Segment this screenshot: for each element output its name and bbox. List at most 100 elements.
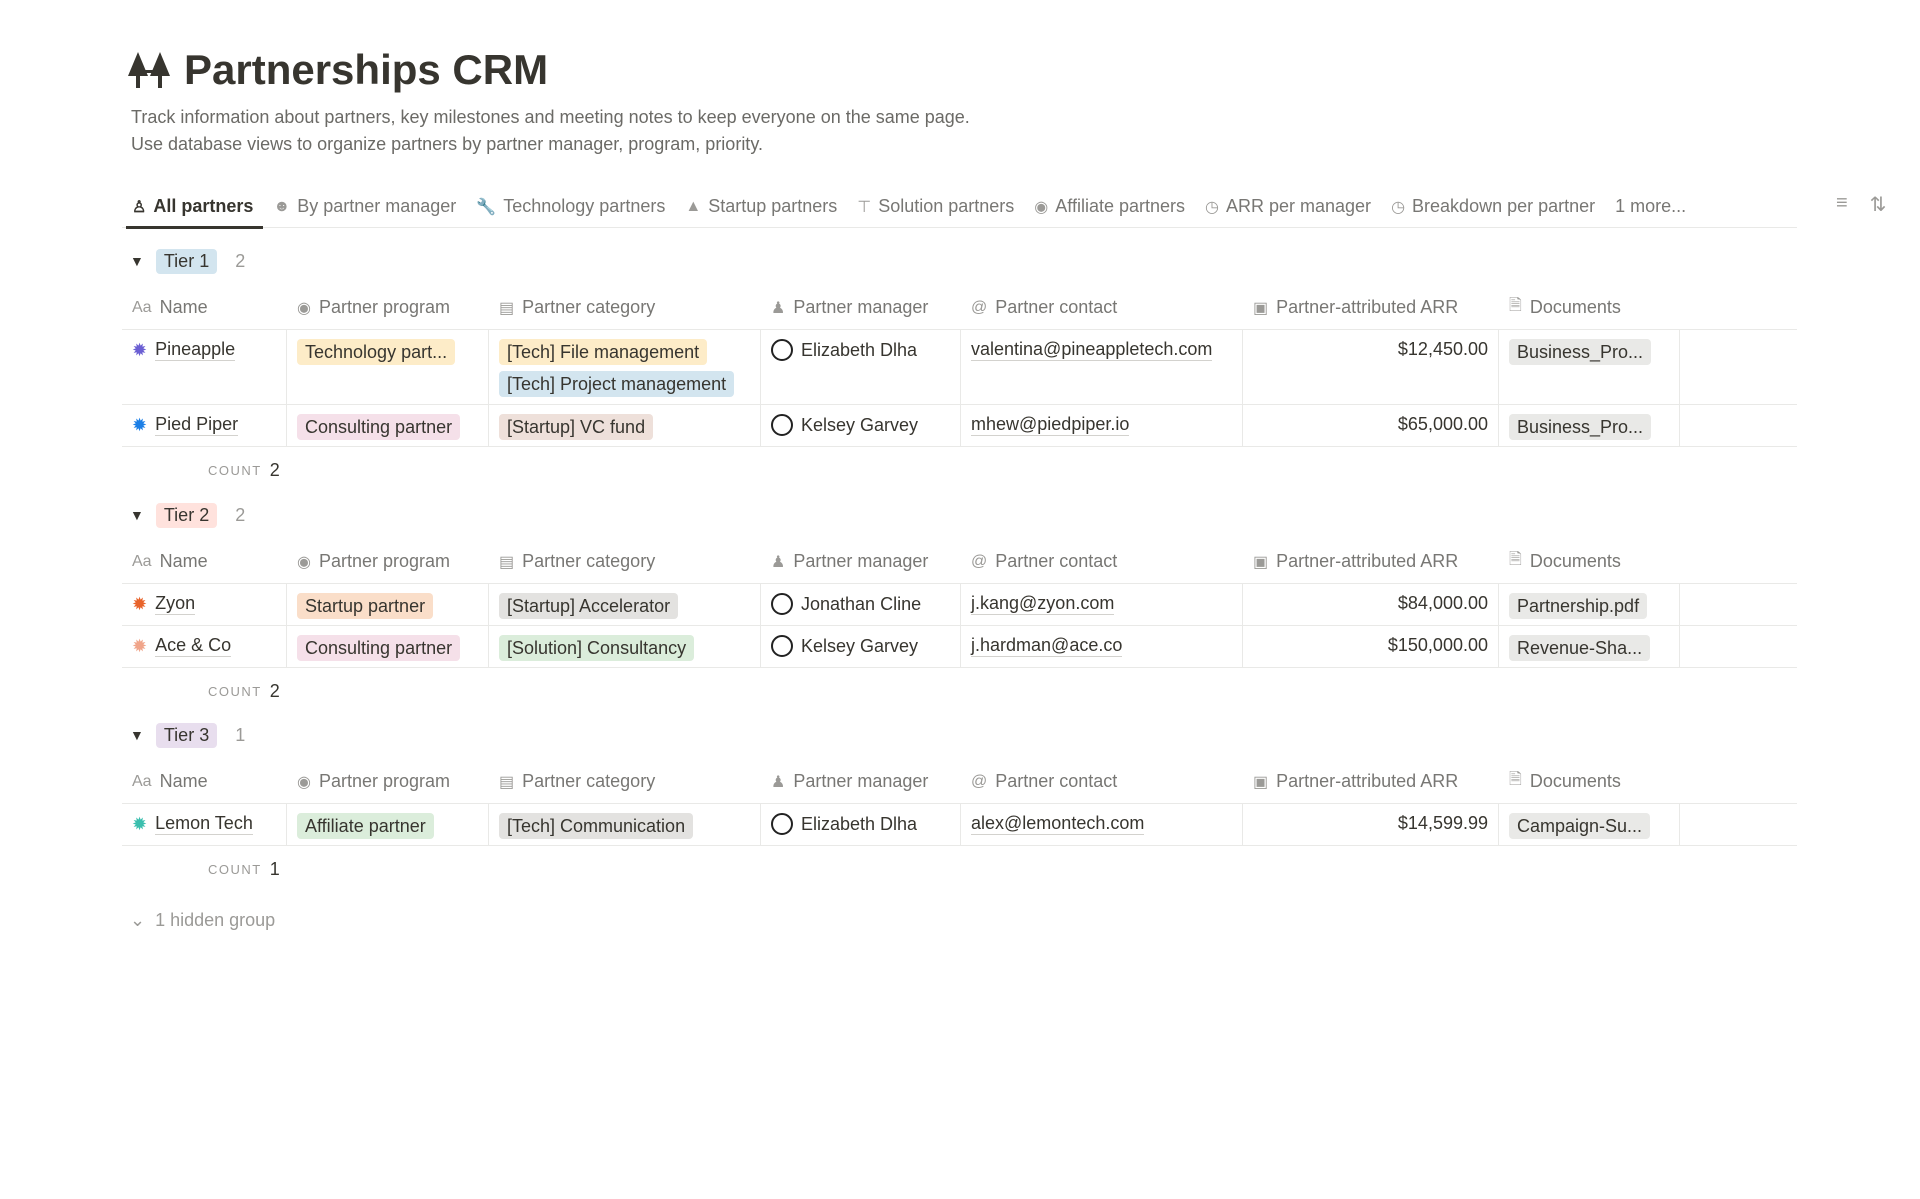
tab-label: Technology partners xyxy=(503,196,666,216)
column-header-label: Name xyxy=(159,297,208,317)
collapse-triangle-icon[interactable]: ▼ xyxy=(130,727,144,743)
tab-by-partner-manager[interactable]: ☻ By partner manager xyxy=(263,186,466,228)
page-description: Track information about partners, key mi… xyxy=(131,104,970,158)
column-header-label: Partner-attributed ARR xyxy=(1276,297,1459,317)
sort-icon[interactable]: ⇅ xyxy=(1869,194,1887,216)
tab-1-more[interactable]: 1 more... xyxy=(1605,186,1696,228)
document-file[interactable]: Business_Pro... xyxy=(1509,339,1652,365)
text-type-icon: Aa xyxy=(132,772,152,790)
money-icon: ▣ xyxy=(1253,299,1269,317)
crane-icon: ⊤ xyxy=(857,198,872,216)
partner-name[interactable]: ✹ Pied Piper xyxy=(132,414,239,436)
people-icon: ♟ xyxy=(771,553,786,571)
group-count: 2 xyxy=(235,504,246,525)
column-header[interactable]: ♟ Partner manager xyxy=(761,760,961,803)
column-header[interactable]: Aa Name xyxy=(122,286,287,329)
circle-logo-icon: ✹ xyxy=(132,414,148,435)
program-tag: Affiliate partner xyxy=(297,813,434,839)
contact-email[interactable]: j.kang@zyon.com xyxy=(971,593,1115,615)
partner-name[interactable]: ✹ Pineapple xyxy=(132,339,236,361)
column-header[interactable]: 🗎 Documents xyxy=(1499,760,1680,803)
tab-breakdown-per-partner[interactable]: ◷ Breakdown per partner xyxy=(1381,186,1605,228)
column-header[interactable]: @ Partner contact xyxy=(961,760,1243,803)
column-header[interactable]: ▤ Partner category xyxy=(489,286,761,329)
table-row[interactable]: ✹ Pied Piper Consulting partner [Startup] V… xyxy=(122,405,1797,447)
document-file[interactable]: Campaign-Su... xyxy=(1509,813,1651,839)
page-header: Partnerships CRM xyxy=(126,46,548,94)
hidden-groups-toggle[interactable]: ⌄ 1 hidden group xyxy=(130,910,275,931)
tab-label: Breakdown per partner xyxy=(1412,196,1596,216)
column-header-label: Partner category xyxy=(522,297,656,317)
column-header[interactable]: @ Partner contact xyxy=(961,540,1243,583)
collapse-triangle-icon[interactable]: ▼ xyxy=(130,507,144,523)
category-tag: [Tech] Communication xyxy=(499,813,694,839)
group-label[interactable]: Tier 2 xyxy=(155,502,218,528)
column-header[interactable]: ◉ Partner program xyxy=(287,540,489,583)
group-count-footer: COUNT 2 xyxy=(122,447,1797,493)
group-count-footer: COUNT 1 xyxy=(122,846,1797,892)
select-icon: ◉ xyxy=(297,299,311,317)
partner-name[interactable]: ✹ Lemon Tech xyxy=(132,813,253,835)
column-header[interactable]: ▤ Partner category xyxy=(489,540,761,583)
multiselect-icon: ▤ xyxy=(499,773,515,791)
column-header[interactable]: ♟ Partner manager xyxy=(761,286,961,329)
table-row[interactable]: ✹ Lemon Tech Affiliate partner [Tech] Commu… xyxy=(122,804,1797,846)
column-header[interactable]: 🗎 Documents xyxy=(1499,286,1680,329)
column-header[interactable]: ▤ Partner category xyxy=(489,760,761,803)
column-header[interactable]: ◉ Partner program xyxy=(287,760,489,803)
contact-email[interactable]: valentina@pineappletech.com xyxy=(971,339,1213,361)
column-header[interactable]: ◉ Partner program xyxy=(287,286,489,329)
table-row[interactable]: ✹ Pineapple Technology part... [Tech] File … xyxy=(122,330,1797,405)
document-file[interactable]: Business_Pro... xyxy=(1509,414,1652,440)
column-header[interactable]: @ Partner contact xyxy=(961,286,1243,329)
column-header-label: Partner manager xyxy=(793,297,929,317)
manager-name: Jonathan Cline xyxy=(801,593,922,614)
layers-icon: ✹ xyxy=(132,339,148,360)
tab-technology-partners[interactable]: 🔧 Technology partners xyxy=(466,186,675,228)
column-header[interactable]: ♟ Partner manager xyxy=(761,540,961,583)
column-header-label: Partner category xyxy=(522,551,656,571)
contact-email[interactable]: alex@lemontech.com xyxy=(971,813,1145,835)
file-icon: 🗎 xyxy=(1509,551,1522,568)
column-header-label: Partner program xyxy=(318,551,451,571)
table-row[interactable]: ✹ Zyon Startup partner [Startup] Accelerato… xyxy=(122,584,1797,626)
user-circle-icon: ☻ xyxy=(273,197,291,215)
group-label[interactable]: Tier 3 xyxy=(155,722,218,748)
column-header[interactable]: ▣ Partner-attributed ARR xyxy=(1243,286,1499,329)
column-header-label: Partner program xyxy=(318,297,451,317)
tab-label: 1 more... xyxy=(1615,196,1687,216)
tab-affiliate-partners[interactable]: ◉ Affiliate partners xyxy=(1024,186,1195,228)
category-tag: [Tech] File management xyxy=(499,339,708,365)
contact-email[interactable]: j.hardman@ace.co xyxy=(971,635,1123,657)
tab-startup-partners[interactable]: ▲ Startup partners xyxy=(675,186,847,228)
column-header[interactable]: Aa Name xyxy=(122,760,287,803)
contact-email[interactable]: mhew@piedpiper.io xyxy=(971,414,1130,436)
column-header[interactable]: ▣ Partner-attributed ARR xyxy=(1243,760,1499,803)
partner-name[interactable]: ✹ Ace & Co xyxy=(132,635,232,657)
tab-label: By partner manager xyxy=(297,196,457,216)
document-file[interactable]: Revenue-Sha... xyxy=(1509,635,1651,661)
count-value: 2 xyxy=(269,459,280,480)
column-header[interactable]: ▣ Partner-attributed ARR xyxy=(1243,540,1499,583)
column-header-label: Partner manager xyxy=(793,771,929,791)
hidden-groups-label: 1 hidden group xyxy=(155,910,276,930)
tier-group: ▼ Tier 3 1 Aa Name ◉ Partner program ▤ Partner c… xyxy=(122,718,1797,892)
filter-icon[interactable]: ≡ xyxy=(1836,192,1848,214)
partner-name[interactable]: ✹ Zyon xyxy=(132,593,196,615)
tab-all-partners[interactable]: ♙ All partners xyxy=(122,186,264,229)
tab-arr-per-manager[interactable]: ◷ ARR per manager xyxy=(1195,186,1381,228)
manager-name: Kelsey Garvey xyxy=(801,635,919,656)
coins-icon: ◉ xyxy=(1034,198,1049,216)
asterisk-logo-icon: ✹ xyxy=(132,635,148,656)
people-group-icon: ♙ xyxy=(132,198,147,216)
column-header[interactable]: Aa Name xyxy=(122,540,287,583)
document-file[interactable]: Partnership.pdf xyxy=(1509,593,1648,619)
table-row[interactable]: ✹ Ace & Co Consulting partner [Solution] Co… xyxy=(122,626,1797,668)
tab-solution-partners[interactable]: ⊤ Solution partners xyxy=(847,186,1024,228)
column-header-label: Partner contact xyxy=(995,771,1118,791)
text-type-icon: Aa xyxy=(132,298,152,316)
collapse-triangle-icon[interactable]: ▼ xyxy=(130,253,144,269)
group-label[interactable]: Tier 1 xyxy=(155,248,218,274)
arr-value: $14,599.99 xyxy=(1397,813,1488,833)
column-header[interactable]: 🗎 Documents xyxy=(1499,540,1680,583)
